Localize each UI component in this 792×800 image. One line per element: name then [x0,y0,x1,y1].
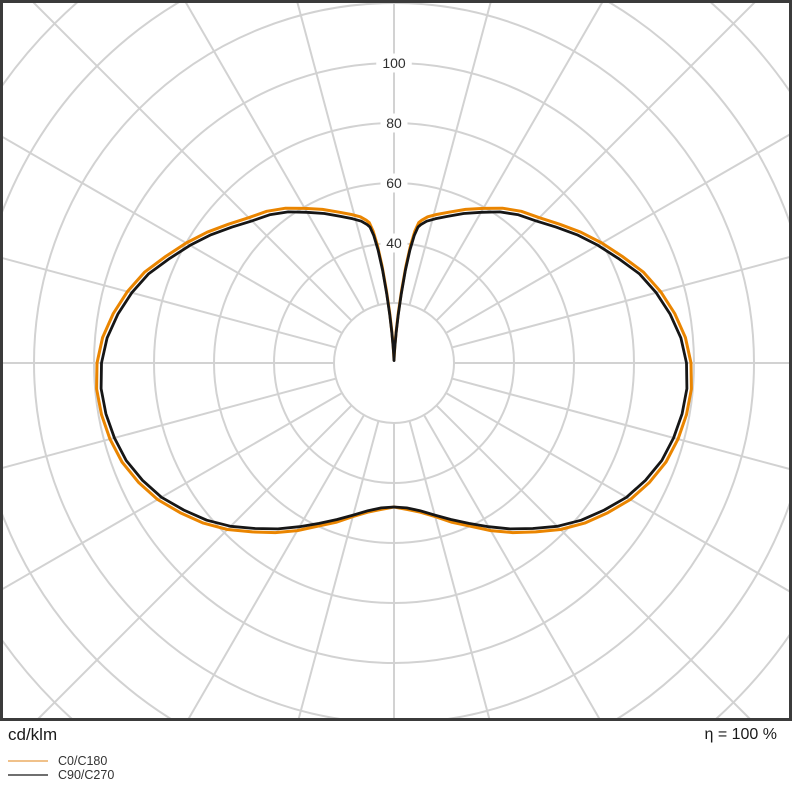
grid-spoke [408,420,491,718]
grid-spoke [423,3,604,312]
ring-label-text: 80 [386,115,402,131]
ring-label-100: 100 [376,53,412,73]
efficiency-label: η = 100 % [704,726,778,743]
ring-label-text: 60 [386,175,402,191]
grid-spoke [297,420,380,718]
grid-ring [333,302,455,424]
grid-spoke [3,392,343,590]
grid-spoke [445,392,789,593]
legend-item-c90-c270: C90/C270 [8,768,114,782]
grid-spoke [3,136,343,334]
curve-c90-c270 [99,210,689,531]
grid-spoke [3,377,337,469]
plot-frame [0,0,792,721]
legend-label: C90/C270 [58,768,115,782]
legend-label: C0/C180 [58,754,108,768]
ring-label-80: 80 [380,113,408,133]
grid-spoke [184,3,365,312]
grid-spoke [423,414,601,718]
grid-spoke [32,3,353,322]
grid-spoke [451,256,789,349]
grid-spoke [451,377,789,470]
legend-swatch-c90-c270-icon [8,774,48,776]
legend-swatch-c0-c180-icon [8,760,48,762]
chart-legend: C0/C180 C90/C270 [8,754,114,782]
grid-spoke [435,3,756,322]
grid-spoke [37,404,353,718]
grid-spoke [435,404,751,718]
grid-spoke [408,3,492,306]
chart-footer: cd/klm η = 100 % C0/C180 C90/C270 [0,722,792,800]
grid-spoke [445,133,789,334]
legend-item-c0-c180: C0/C180 [8,754,114,768]
ring-label-60: 60 [380,173,408,193]
grid-spoke [3,257,337,349]
units-label: cd/klm [8,725,58,744]
grid-spoke [296,3,380,306]
ring-label-40: 40 [380,233,408,253]
ring-label-text: 40 [386,235,402,251]
ring-label-text: 100 [382,55,406,71]
grid-spoke [187,414,365,718]
